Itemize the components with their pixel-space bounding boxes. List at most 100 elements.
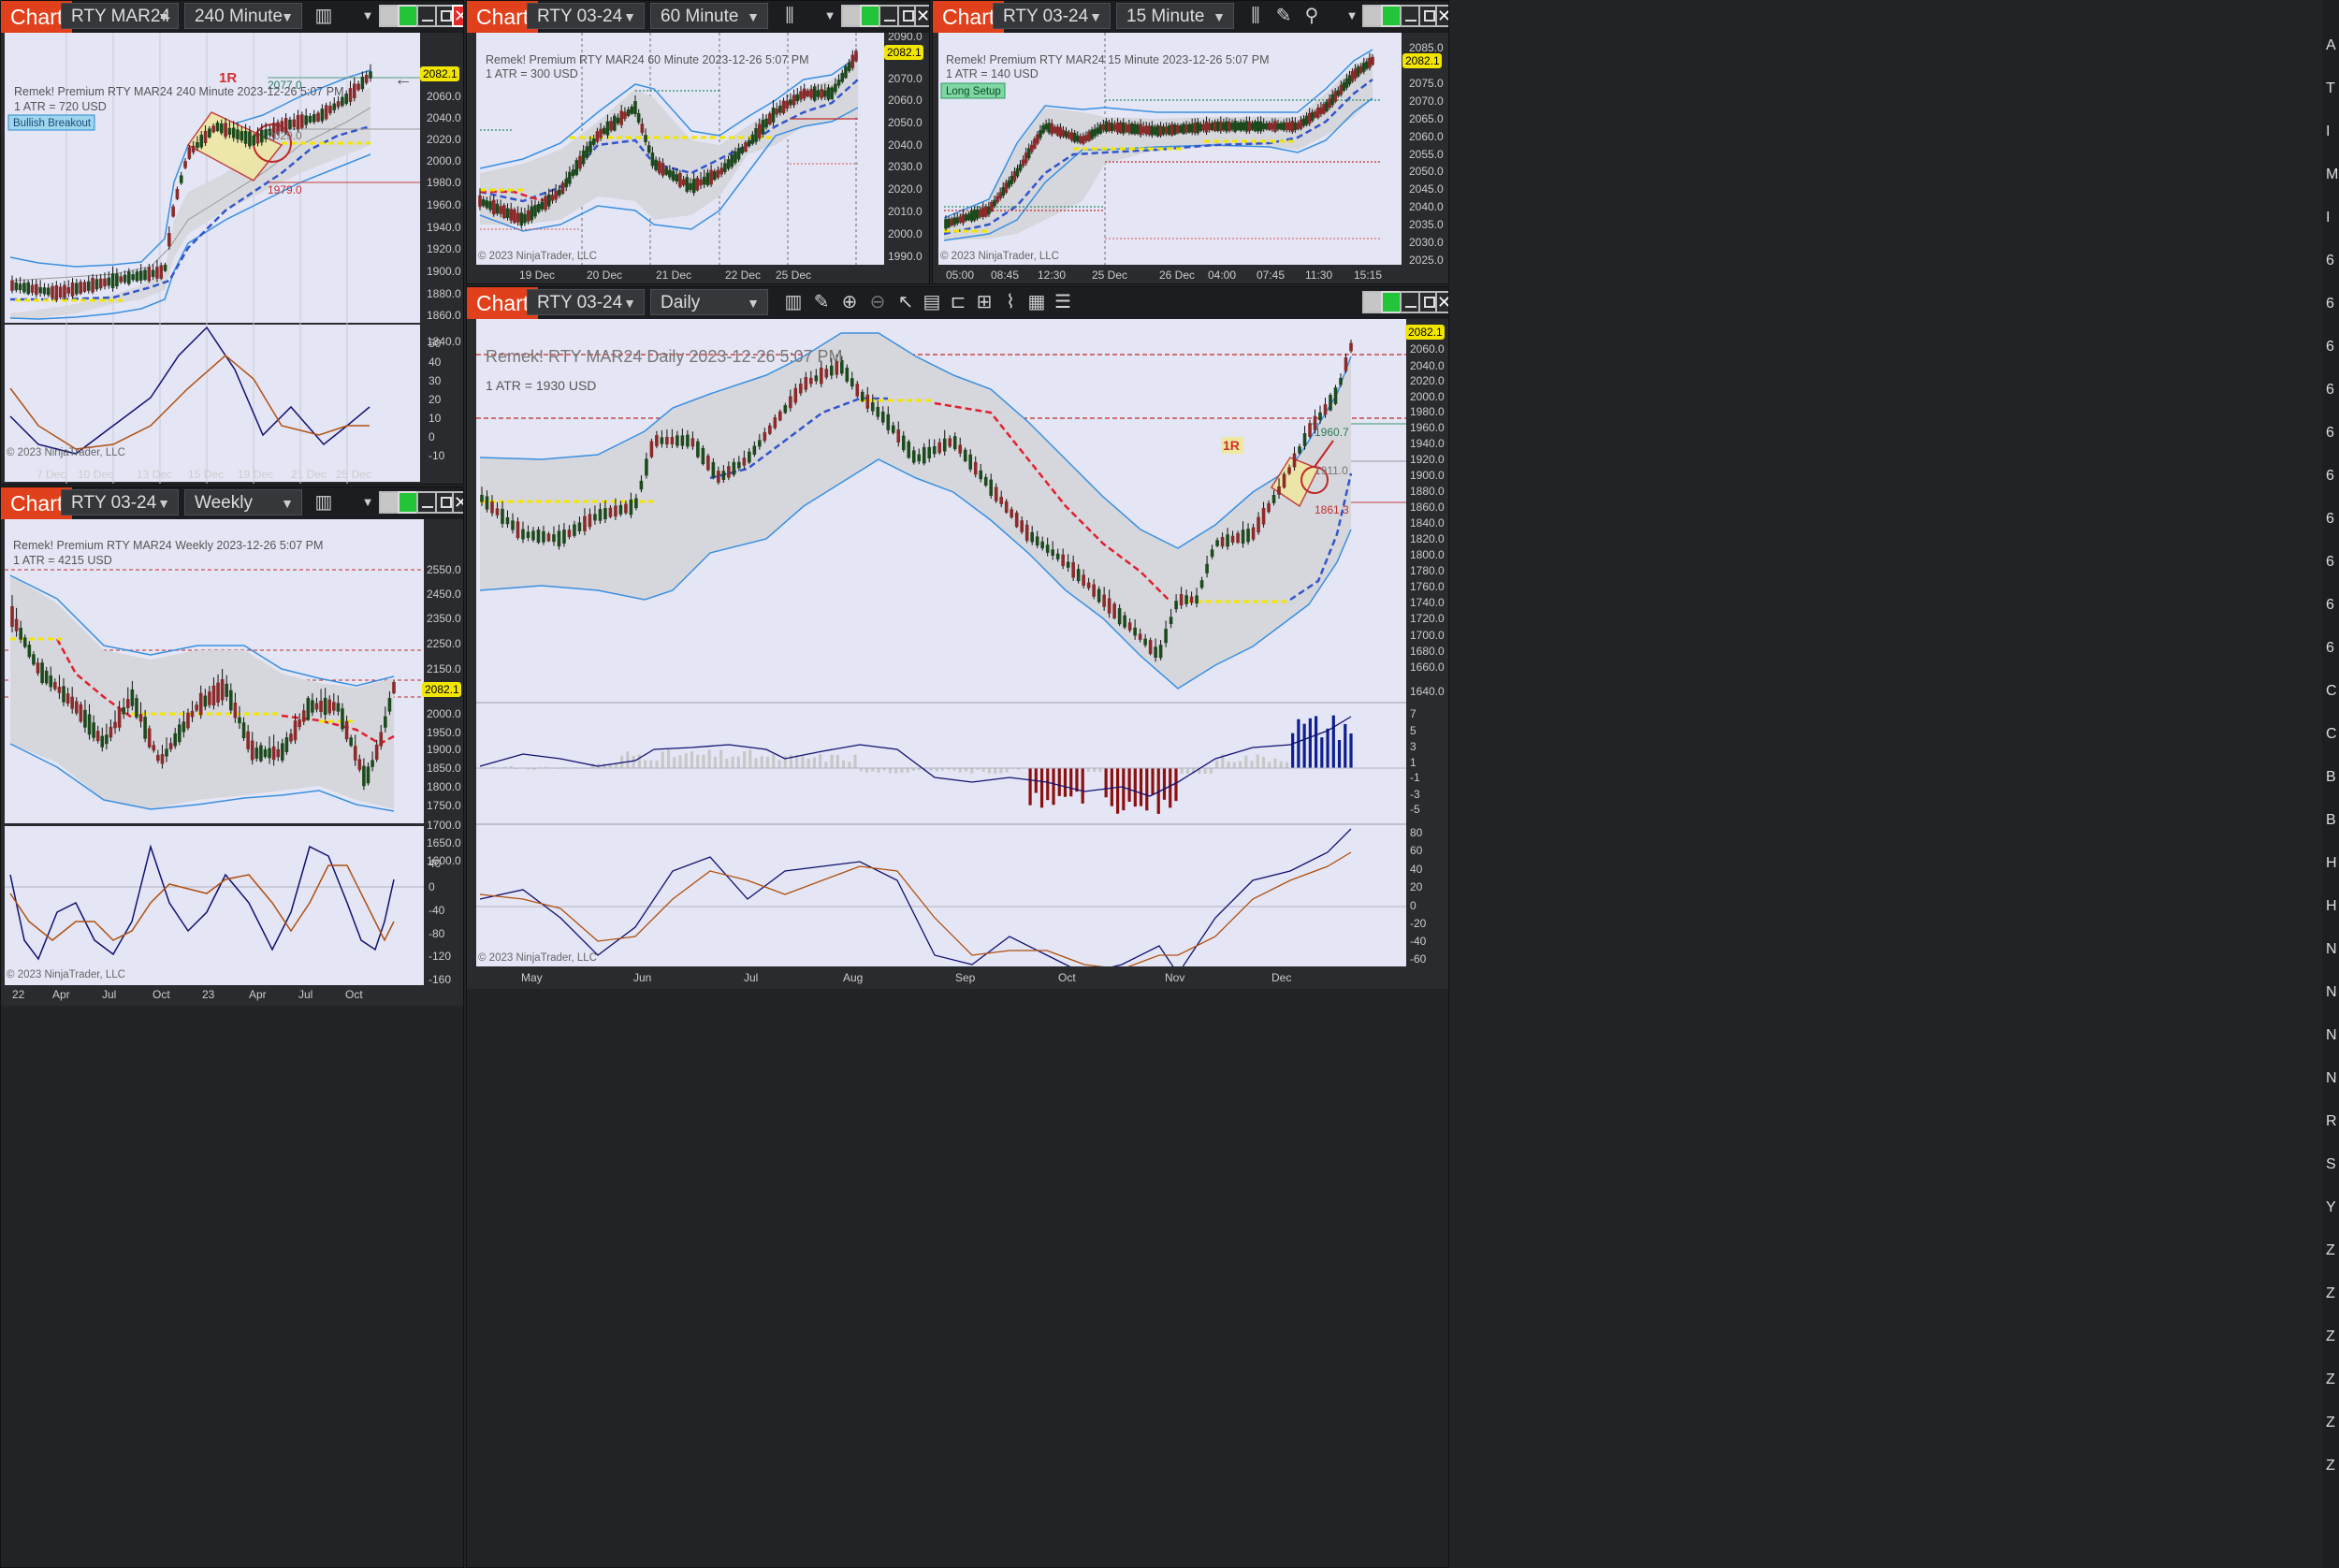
instrument-selector[interactable]: RTY 03-24 ▼	[527, 289, 645, 315]
instrument-selector[interactable]: RTY 03-24 ▼	[61, 489, 179, 515]
histogram-bar	[1052, 768, 1055, 806]
pencil-icon[interactable]: ✎	[1275, 6, 1292, 26]
templates-icon[interactable]: ⊏	[950, 292, 966, 312]
calculator-icon[interactable]: ▦	[1027, 292, 1046, 312]
candle-body	[1010, 176, 1014, 184]
candle-body	[699, 179, 703, 186]
zoom-in-icon[interactable]: ⊕	[841, 292, 858, 312]
candle-body	[26, 282, 31, 295]
candle-body	[1199, 123, 1203, 131]
histogram-bar	[1104, 768, 1108, 798]
candle-body	[675, 174, 679, 182]
svg-text:2050.0: 2050.0	[888, 116, 923, 129]
back-arrow-icon[interactable]: ←	[394, 69, 413, 90]
candle-body	[876, 406, 880, 417]
candle-body	[854, 51, 858, 62]
close-button[interactable]: ✕	[452, 491, 463, 514]
candle-body	[942, 438, 947, 452]
candle-body	[750, 134, 755, 144]
candle-body	[706, 456, 710, 471]
svg-text:25 Dec: 25 Dec	[1092, 269, 1127, 282]
interval-selector[interactable]: Weekly ▼	[184, 489, 302, 515]
svg-text:22: 22	[12, 988, 25, 1001]
pencil-icon[interactable]: ✎	[813, 292, 830, 312]
candle-body	[1368, 57, 1372, 68]
candle-body	[509, 209, 513, 221]
candle-body	[907, 441, 911, 458]
chart-area[interactable]: Remek! Premium RTY MAR24 60 Minute 2023-…	[467, 33, 929, 283]
candle-body	[619, 110, 624, 125]
chevron-down-icon[interactable]: ▼	[361, 8, 374, 22]
interval-selector[interactable]: 60 Minute ▼	[650, 3, 768, 29]
candle-body	[690, 438, 695, 447]
level-c-label: 1861.3	[1315, 503, 1349, 516]
bar-type-icon[interactable]: ⫼	[785, 6, 794, 26]
candle-body	[98, 278, 103, 289]
svg-text:2000.0: 2000.0	[1410, 390, 1445, 403]
interval-selector[interactable]: 15 Minute ▼	[1116, 3, 1234, 29]
chart-tab[interactable]: Chart	[1, 487, 73, 519]
chevron-down-icon[interactable]: ▼	[361, 495, 374, 509]
candle-body	[113, 721, 117, 729]
candle-body	[1218, 121, 1223, 132]
chart-area[interactable]: Remek! RTY MAR24 Daily 2023-12-26 5:07 P…	[467, 319, 1448, 1567]
histogram-bar	[830, 754, 834, 768]
bar-type-icon[interactable]: ▥	[314, 6, 333, 26]
bar-type-icon[interactable]: ⫼	[1251, 6, 1260, 26]
chart-title: Remek! Premium RTY MAR24 15 Minute 2023-…	[946, 53, 1270, 66]
svg-text:1920.0: 1920.0	[427, 242, 461, 255]
candle-body	[392, 681, 396, 694]
chart-tab[interactable]: Chart	[467, 287, 539, 319]
candle-body	[969, 211, 974, 222]
instrument-selector[interactable]: RTY MAR24 ▼	[61, 3, 179, 29]
indicators-icon[interactable]: ⌇	[1006, 292, 1015, 312]
r-label: 1R	[219, 70, 237, 86]
chart-area[interactable]: 1R 2077.0 2029.0 1979.0 Remek! Premium R…	[1, 33, 463, 484]
interval-selector[interactable]: 240 Minute ▼	[184, 3, 302, 29]
svg-text:20 Dec: 20 Dec	[587, 269, 622, 282]
interval-selector[interactable]: Daily ▼	[650, 289, 768, 315]
histogram-bar	[649, 760, 653, 768]
pointer-icon[interactable]: ↖	[897, 292, 914, 312]
chart-area[interactable]: Remek! Premium RTY MAR24 15 Minute 2023-…	[933, 33, 1448, 283]
candle-body	[1021, 159, 1025, 167]
chart-area[interactable]: Remek! Premium RTY MAR24 Weekly 2023-12-…	[1, 519, 463, 1567]
chart-tab[interactable]: Chart	[467, 1, 539, 33]
candle-body	[105, 734, 109, 745]
chevron-down-icon[interactable]: ▼	[1345, 8, 1358, 22]
strip-letter: Y	[2326, 1199, 2336, 1215]
price-marker: 2082.1	[1405, 54, 1440, 67]
candle-body	[1257, 516, 1260, 533]
properties-icon[interactable]: ☰	[1054, 292, 1071, 312]
svg-text:1800.0: 1800.0	[1410, 548, 1445, 561]
candle-body	[1096, 127, 1100, 135]
strategies-icon[interactable]: ⊞	[976, 292, 993, 312]
chevron-down-icon[interactable]: ▼	[823, 8, 836, 22]
candle-body	[1325, 101, 1329, 112]
close-button[interactable]: ✕	[1435, 5, 1448, 27]
zoom-icon[interactable]: ⚲	[1304, 6, 1319, 26]
bar-type-icon[interactable]: ▥	[784, 292, 803, 312]
close-button[interactable]: ✕	[914, 5, 930, 27]
svg-text:20: 20	[429, 393, 442, 406]
chart-tab[interactable]: Chart	[1, 1, 73, 33]
histogram-bar	[789, 754, 793, 768]
chart-tab[interactable]: Chart	[933, 1, 1005, 33]
data-box-icon[interactable]: ▤	[923, 292, 941, 312]
candle-body	[536, 530, 541, 544]
chevron-down-icon: ▼	[747, 9, 760, 24]
histogram-bar	[608, 763, 612, 768]
bar-type-icon[interactable]: ▥	[314, 492, 333, 513]
candle-body	[1154, 646, 1157, 658]
instrument-selector[interactable]: RTY 03-24 ▼	[993, 3, 1111, 29]
close-button[interactable]: ✕	[452, 5, 463, 27]
instrument-selector[interactable]: RTY 03-24 ▼	[527, 3, 645, 29]
candle-body	[387, 698, 392, 712]
zoom-out-icon[interactable]: ⊖	[869, 292, 886, 312]
candle-body	[1187, 123, 1191, 133]
histogram-bar	[777, 760, 781, 768]
close-button[interactable]: ✕	[1435, 291, 1448, 313]
histogram-bar	[643, 760, 647, 768]
candle-body	[1047, 123, 1051, 133]
svg-text:Nov: Nov	[1165, 971, 1184, 984]
